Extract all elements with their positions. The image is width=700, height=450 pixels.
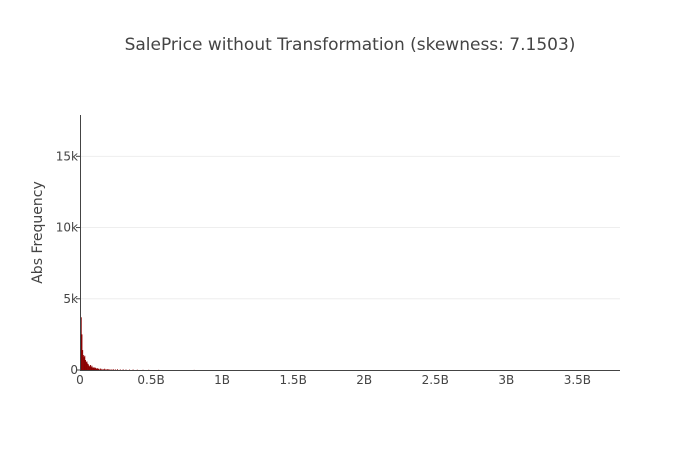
histogram-bar	[125, 369, 127, 371]
histogram-bar	[119, 369, 121, 371]
histogram-bar	[85, 362, 87, 370]
histogram-bar	[105, 369, 107, 370]
y-gridlines	[80, 155, 620, 300]
histogram-bar	[89, 365, 91, 370]
histogram-bar	[104, 368, 106, 370]
histogram-bar	[108, 369, 110, 370]
histogram-bar	[90, 367, 92, 370]
histogram-bar	[82, 355, 84, 370]
histogram-bar	[116, 369, 118, 370]
x-axis-ticks: 0 0.5B 1B 1.5B 2B 2.5B 3B 3.5B	[76, 373, 591, 387]
histogram-bar	[83, 357, 85, 370]
histogram-bar	[81, 334, 83, 370]
y-axis-ticks: 0 5k 10k 15k	[56, 149, 80, 377]
x-tick-label: 2.5B	[422, 373, 449, 387]
histogram-bar	[97, 368, 99, 370]
histogram-bar	[86, 361, 88, 370]
histogram-bar	[87, 364, 89, 370]
histogram-bar	[98, 368, 100, 370]
histogram-bar	[102, 369, 104, 370]
histogram-bar	[96, 368, 98, 370]
histogram-bar	[91, 365, 93, 370]
histogram-bar	[110, 369, 112, 370]
histogram-bar	[92, 367, 94, 370]
histogram-bar	[94, 368, 96, 370]
histogram-bar	[89, 366, 91, 370]
histogram-bar	[84, 360, 86, 370]
x-tick-label: 1B	[214, 373, 230, 387]
histogram-bar	[122, 369, 124, 370]
histogram-bar	[93, 367, 95, 370]
x-tick-label: 0.5B	[137, 373, 164, 387]
histogram-bar	[107, 369, 108, 370]
histogram-bar	[136, 369, 138, 371]
y-tick-label: 0	[70, 363, 78, 377]
x-tick-label: 0	[76, 373, 84, 387]
y-tick-label: 15k	[56, 149, 78, 163]
histogram-bar	[99, 368, 101, 370]
y-tick-label: 10k	[56, 221, 78, 235]
histogram-bar	[84, 355, 86, 370]
histogram-bar	[92, 367, 94, 370]
y-axis-label: Abs Frequency	[30, 181, 46, 284]
histogram-bar	[132, 369, 134, 371]
chart-title: SalePrice without Transformation (skewne…	[125, 35, 576, 55]
y-tick-label: 5k	[63, 292, 78, 306]
histogram-bar	[101, 368, 103, 370]
histogram-bar	[87, 363, 89, 370]
histogram-bar	[94, 367, 96, 370]
histogram-bar	[129, 369, 131, 371]
x-tick-label: 1.5B	[279, 373, 306, 387]
histogram-bar	[97, 368, 99, 370]
histogram-bar	[88, 365, 90, 370]
histogram-bar	[112, 369, 114, 370]
x-tick-label: 3B	[498, 373, 514, 387]
histogram-bar	[95, 368, 97, 370]
x-tick-label: 2B	[356, 373, 372, 387]
histogram-bar	[80, 317, 82, 370]
x-tick-label: 3.5B	[564, 373, 591, 387]
histogram-bar	[82, 350, 84, 370]
histogram-bar	[114, 369, 116, 370]
